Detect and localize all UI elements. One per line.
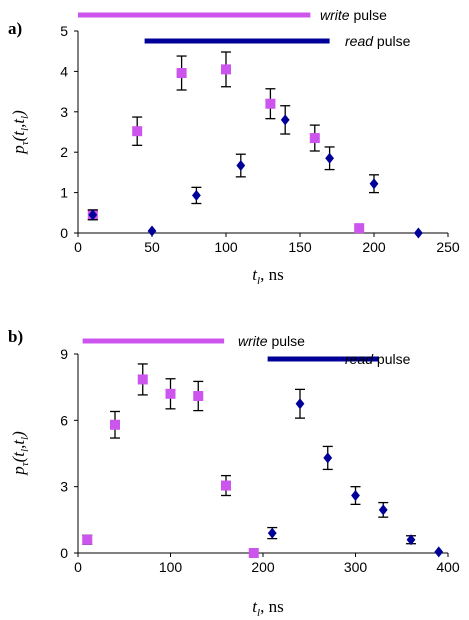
- x-tick-label: 0: [74, 559, 82, 575]
- x-tick-label: 150: [288, 239, 312, 255]
- data-point-diamond: [414, 227, 423, 239]
- data-point-diamond: [323, 452, 333, 464]
- pulse-label-suffix: pulse: [268, 333, 306, 349]
- y-tick-label: 2: [60, 144, 68, 160]
- y-tick-label: 3: [60, 104, 68, 120]
- data-point-square: [176, 68, 187, 79]
- data-point-diamond: [280, 114, 290, 126]
- data-point-square: [110, 419, 120, 430]
- x-axis-label: tl, ns: [252, 265, 283, 287]
- x-tick-label: 100: [214, 239, 238, 255]
- data-point-square: [221, 64, 231, 75]
- x-axis-unit: , ns: [260, 265, 284, 284]
- y-axis-args: ,t: [9, 439, 28, 449]
- y-axis-args: ,t: [9, 118, 28, 128]
- y-axis-args: ): [9, 110, 28, 117]
- data-point-square: [309, 133, 320, 144]
- data-point-square: [265, 98, 276, 109]
- pulse-label-name: read: [345, 351, 374, 367]
- x-axis-unit: , ns: [260, 597, 284, 616]
- y-axis-args: ): [9, 431, 28, 438]
- data-point-square: [193, 391, 204, 402]
- y-tick-label: 0: [60, 225, 68, 241]
- y-axis-label: pτ(tl,tl): [9, 110, 31, 155]
- y-tick-label: 6: [60, 412, 68, 428]
- data-point-diamond: [295, 398, 305, 410]
- panel-label: a): [8, 19, 22, 38]
- data-point-diamond: [378, 504, 388, 516]
- panel-label: b): [8, 327, 23, 346]
- y-axis-args-subscript: l: [19, 449, 31, 452]
- pulse-label-name: write: [238, 333, 268, 349]
- data-point-diamond: [406, 534, 416, 546]
- pulse-label-suffix: pulse: [350, 7, 388, 23]
- y-axis-label: pτ(tl,tl): [9, 431, 31, 476]
- x-axis-subscript: l: [257, 607, 260, 619]
- data-point-diamond: [88, 209, 98, 221]
- y-tick-label: 5: [60, 23, 68, 39]
- y-tick-label: 4: [60, 63, 68, 79]
- x-axis-symbol: t: [252, 597, 258, 616]
- x-tick-label: 400: [436, 559, 460, 575]
- x-tick-label: 50: [144, 239, 160, 255]
- pulse-label-name: read: [345, 33, 374, 49]
- data-point-diamond: [325, 152, 334, 164]
- data-point-square: [221, 480, 231, 491]
- data-point-diamond: [434, 546, 444, 558]
- y-axis-symbol: p: [9, 466, 28, 476]
- y-axis-args-subscript: l: [19, 128, 31, 131]
- pulse-label-name: write: [320, 7, 350, 23]
- pulse-label-suffix: pulse: [373, 33, 411, 49]
- y-axis-args-subscript: l: [19, 116, 31, 119]
- x-tick-label: 0: [74, 239, 82, 255]
- data-point-diamond: [147, 225, 157, 237]
- data-point-diamond: [267, 527, 277, 539]
- data-point-diamond: [351, 490, 360, 502]
- data-point-square: [354, 223, 365, 234]
- x-axis-subscript: l: [257, 275, 260, 287]
- data-point-diamond: [192, 189, 201, 201]
- y-axis-args: (t: [9, 130, 28, 142]
- data-point-square: [248, 548, 259, 558]
- data-point-square: [82, 534, 93, 545]
- y-tick-label: 1: [60, 185, 68, 201]
- x-tick-label: 100: [159, 559, 183, 575]
- x-axis-symbol: t: [252, 265, 258, 284]
- data-point-square: [165, 388, 176, 399]
- data-point-square: [137, 374, 148, 385]
- y-axis-subscript: τ: [19, 461, 31, 466]
- pulse-label: write pulse: [238, 333, 305, 349]
- x-axis-label: tl, ns: [252, 597, 283, 619]
- x-tick-label: 250: [436, 239, 460, 255]
- x-tick-label: 200: [251, 559, 275, 575]
- y-axis-symbol: p: [9, 145, 28, 155]
- y-axis-args: (t: [9, 451, 28, 463]
- pulse-label: write pulse: [320, 7, 387, 23]
- y-tick-label: 3: [60, 479, 68, 495]
- y-tick-label: 9: [60, 346, 68, 362]
- y-tick-label: 0: [60, 545, 68, 561]
- x-tick-label: 200: [362, 239, 386, 255]
- data-point-square: [132, 126, 143, 137]
- pulse-label: read pulse: [345, 351, 411, 367]
- x-tick-label: 300: [344, 559, 368, 575]
- data-point-diamond: [369, 178, 379, 190]
- data-point-diamond: [236, 160, 246, 172]
- pulse-label-suffix: pulse: [373, 351, 411, 367]
- y-axis-subscript: τ: [19, 140, 31, 145]
- y-axis-args-subscript: l: [19, 437, 31, 440]
- pulse-label: read pulse: [345, 33, 411, 49]
